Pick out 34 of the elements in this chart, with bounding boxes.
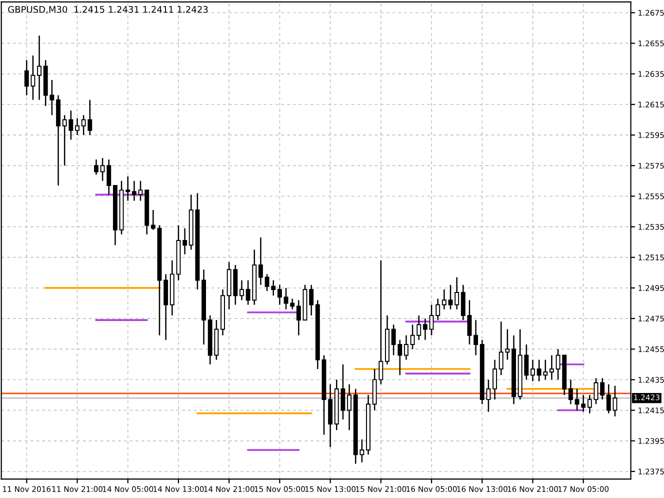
candlestick <box>309 284 314 316</box>
candlestick <box>404 334 408 360</box>
candlestick <box>454 276 460 310</box>
candlestick <box>568 379 573 405</box>
candlestick <box>587 394 592 414</box>
candlestick <box>75 118 80 136</box>
chart-title: GBPUSD,M30 1.2415 1.2431 1.2411 1.2423 <box>8 6 208 14</box>
candlestick <box>150 209 156 230</box>
candlestick <box>284 287 288 310</box>
candlestick <box>612 385 618 418</box>
candlestick <box>94 158 98 176</box>
candlestick <box>290 298 295 310</box>
candlestick <box>549 354 554 380</box>
candlestick <box>530 359 535 382</box>
candlestick <box>258 236 263 286</box>
candlestick <box>277 284 282 306</box>
candlestick <box>436 298 440 321</box>
candlestick <box>132 180 136 202</box>
candlestick <box>138 180 143 202</box>
candlestick <box>606 384 611 414</box>
candlestick <box>347 384 352 431</box>
candlestick <box>460 284 466 321</box>
candlestick <box>429 304 434 336</box>
candlestick <box>422 318 428 341</box>
candlestick <box>182 228 188 255</box>
candlestick <box>37 35 42 100</box>
candlestick <box>467 300 472 346</box>
candlestick <box>474 319 478 356</box>
candlestick <box>442 288 446 310</box>
candlestick <box>296 300 301 336</box>
candlestick <box>448 284 453 310</box>
candlestick <box>492 359 498 400</box>
candlestick <box>600 378 605 400</box>
candlestick <box>240 280 244 301</box>
